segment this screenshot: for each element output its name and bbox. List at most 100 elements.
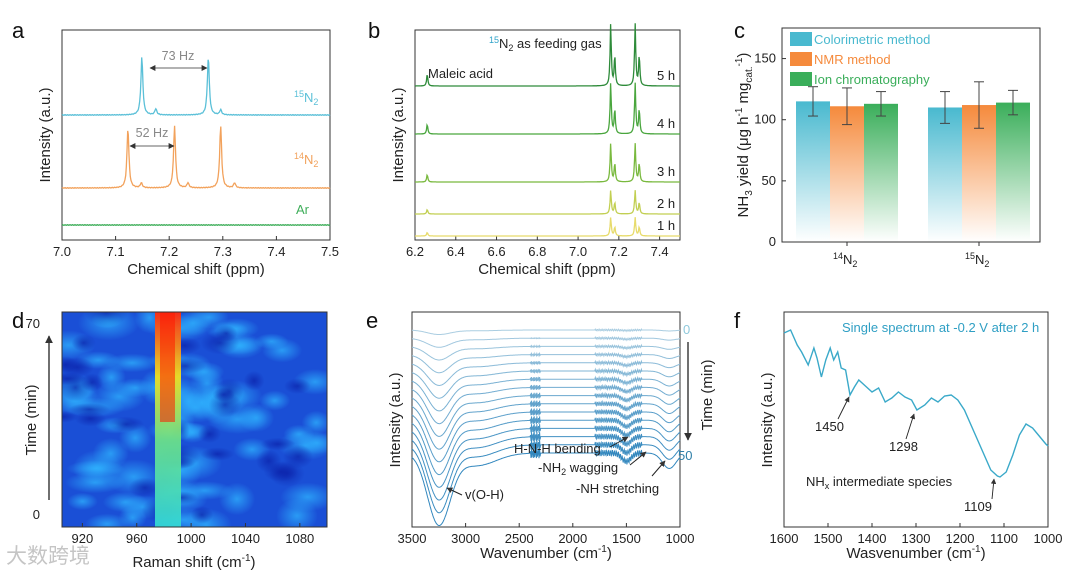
- panel-b-x-tick-label: 6.4: [447, 244, 465, 259]
- panel-c-bar: [796, 101, 830, 242]
- panel-a-52hz: 52 Hz: [136, 126, 169, 140]
- panel-d-noise: [283, 378, 311, 395]
- panel-c-legend-label: Colorimetric method: [814, 32, 930, 47]
- panel-e-series: [411, 408, 681, 463]
- panel-a-xlabel: Chemical shift (ppm): [127, 261, 265, 278]
- panel-b-series-1: [415, 82, 680, 135]
- panel-label-f: f: [734, 308, 741, 333]
- panel-d-noise: [85, 513, 130, 527]
- panel-e-series: [411, 439, 681, 514]
- panel-f-peak-1109-arrow: [990, 478, 997, 500]
- panel-e-series: [411, 391, 681, 437]
- panel-b-x-tick-label: 6.2: [406, 244, 424, 259]
- panel-d-noise: [71, 334, 96, 352]
- panel-e-x-tick-label: 1000: [666, 531, 695, 546]
- panel-c-legend-swatch: [790, 52, 812, 66]
- panel-e-oh-label: v(O-H): [465, 487, 504, 502]
- panel-f-title: Single spectrum at -0.2 V after 2 h: [842, 320, 1039, 335]
- panel-b-frame: [414, 29, 681, 241]
- panel-a-frame: [61, 29, 331, 241]
- panel-d-frame: [61, 311, 328, 528]
- panel-b-title: 15N2 as feeding gas: [489, 35, 602, 53]
- panel-e-stretch-label: -NH stretching: [576, 481, 659, 496]
- panel-e-oh-arrow: [446, 487, 463, 496]
- panel-b-series-label: 2 h: [657, 196, 675, 211]
- panel-f: 1600 1500 1400 1300 1200 1100 1000 Single spec…: [759, 311, 1063, 562]
- panel-f-peak-1298-arrow: [905, 413, 916, 440]
- panel-e-x-tick-label: 2500: [505, 531, 534, 546]
- panel-c-category: 14N2: [833, 251, 857, 269]
- panel-e-right-label: Time (min): [699, 359, 716, 430]
- panel-d-noise: [259, 390, 291, 411]
- panel-d-noise: [255, 449, 282, 473]
- panel-c-category: 15N2: [965, 251, 989, 269]
- panel-c-bar: [830, 106, 864, 243]
- panel-d-x-tick-label: 1040: [231, 531, 260, 546]
- panel-a: 7.0 7.1 7.2 7.3 7.4 7.5 73 Hz 52 Hz 15N2 14N2…: [37, 29, 339, 278]
- panel-f-x-tick-label: 1400: [858, 531, 887, 546]
- panel-a-legend-15n2: 15N2: [294, 89, 318, 107]
- panel-a-x-tick-label: 7.0: [53, 244, 71, 259]
- panel-f-peak-1298: 1298: [889, 439, 918, 454]
- panel-a-series-ar: [61, 223, 331, 227]
- panel-c-legend-label: NMR method: [814, 52, 891, 67]
- panel-d-noise: [200, 331, 240, 355]
- panel-f-peak-1109: 1109: [964, 499, 992, 514]
- panel-f-x-tick-label: 1200: [946, 531, 975, 546]
- panel-f-spectrum: [783, 329, 1049, 478]
- panel-d-noise: [108, 416, 145, 432]
- panel-e-x-tick-label: 2000: [558, 531, 587, 546]
- panel-a-x-tick-label: 7.2: [160, 244, 178, 259]
- panel-d-noise: [260, 437, 296, 451]
- panel-b-ylabel: Intensity (a.u.): [390, 87, 407, 182]
- panel-e-series: [411, 367, 681, 399]
- panel-d-noise: [243, 370, 265, 391]
- panel-label-b: b: [368, 18, 380, 43]
- panel-e-frame: [411, 311, 681, 528]
- panel-d-noise: [237, 403, 275, 433]
- panel-e-series: [411, 431, 681, 501]
- panel-d-noise: [208, 391, 242, 418]
- panel-a-73hz: 73 Hz: [162, 49, 195, 63]
- panel-b-series-label: 3 h: [657, 164, 675, 179]
- panel-d-noise: [276, 498, 318, 527]
- panel-f-xlabel: Wasvenumber (cm-1): [846, 544, 985, 562]
- panel-e-x-tick-label: 3000: [451, 531, 480, 546]
- panel-e-series: [411, 416, 681, 476]
- panel-b-series-label: 5 h: [657, 68, 675, 83]
- panel-d-noise: [62, 356, 94, 378]
- panel-f-note: NHx intermediate species: [806, 474, 953, 491]
- panel-a-legend-14n2: 14N2: [294, 151, 318, 169]
- panel-d: 920 960 1000 1040 1080 0 70 Time (min) Raman…: [23, 311, 328, 571]
- panel-d-noise: [283, 444, 314, 469]
- panel-b: 6.2 6.4 6.6 6.8 7.0 7.2 7.4 5 h 4 h 3 h 2 h 1 h 15…: [390, 23, 681, 278]
- watermark: 大数跨境: [6, 544, 90, 568]
- panel-b-x-tick-label: 6.8: [528, 244, 546, 259]
- panel-f-x-tick-label: 1100: [990, 531, 1018, 546]
- panel-c-ytick-label: 50: [762, 173, 776, 188]
- panel-e-series: [411, 447, 681, 526]
- panel-f-x-tick-label: 1000: [1034, 531, 1063, 546]
- panel-d-x-tick-label: 920: [72, 531, 94, 546]
- panel-f-x-tick-label: 1500: [814, 531, 843, 546]
- panel-a-x-tick-label: 7.3: [214, 244, 232, 259]
- panel-d-noise: [128, 477, 162, 498]
- panel-d-noise: [200, 447, 235, 461]
- panel-b-series-0: [415, 23, 680, 87]
- panel-label-d: d: [12, 308, 24, 333]
- panel-a-x-tick-label: 7.5: [321, 244, 339, 259]
- panel-e-time-start: 0: [683, 322, 690, 337]
- panel-label-e: e: [366, 308, 378, 333]
- panel-a-legend-ar: Ar: [296, 202, 310, 217]
- panel-e-wag-label: -NH2 wagging: [538, 460, 618, 477]
- panel-d-xlabel: Raman shift (cm-1): [132, 553, 255, 571]
- panel-b-series-label: 4 h: [657, 116, 675, 131]
- panel-d-ylabel: Time (min): [23, 384, 40, 455]
- panel-b-maleic-acid: Maleic acid: [428, 66, 493, 81]
- panel-e-series: [411, 351, 681, 374]
- panel-e-x-tick-label: 1500: [612, 531, 641, 546]
- panel-c-ytick-label: 100: [754, 112, 776, 127]
- panel-e-series: [411, 383, 681, 425]
- panel-b-x-tick-label: 7.0: [569, 244, 587, 259]
